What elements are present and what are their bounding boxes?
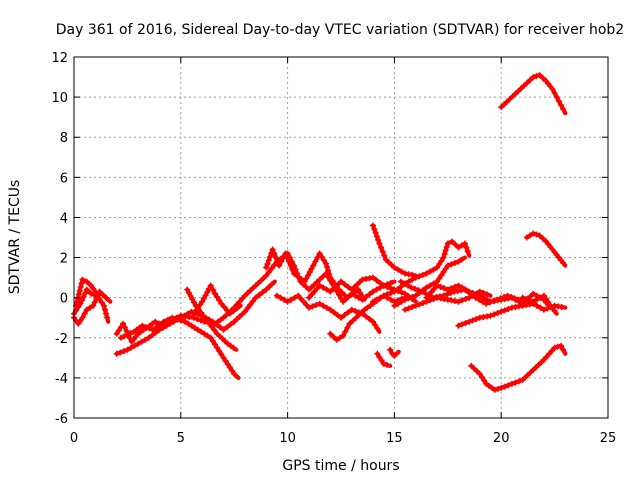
- x-tick-label: 5: [177, 431, 185, 446]
- series-track: [264, 247, 367, 302]
- series-sat-s: [455, 300, 568, 329]
- series-markers: [498, 72, 567, 113]
- series-track: [388, 347, 401, 358]
- series-sat-v: [374, 350, 393, 368]
- series-sat-n: [370, 238, 472, 305]
- y-tick-label: -4: [55, 372, 68, 387]
- series-markers: [402, 288, 490, 313]
- series-sat-a: [71, 286, 111, 324]
- series-markers: [519, 292, 558, 314]
- series-sat-r: [423, 282, 553, 310]
- series-sat-w: [468, 342, 568, 393]
- y-tick-label: -6: [55, 412, 68, 427]
- y-axis-label: SDTVAR / TECUs: [7, 180, 23, 295]
- y-tick-label: -2: [55, 332, 68, 347]
- series-sat-e: [113, 279, 277, 357]
- series-markers: [423, 282, 552, 308]
- series-sat-o: [391, 255, 467, 309]
- series-sat-x: [523, 230, 568, 268]
- series-markers: [387, 346, 398, 359]
- series-sat-c: [73, 276, 98, 309]
- y-tick-label: 8: [60, 131, 68, 146]
- series-markers: [370, 238, 471, 305]
- chart-title: Day 361 of 2016, Sidereal Day-to-day VTE…: [56, 22, 624, 38]
- series-sat-m: [370, 222, 418, 278]
- x-tick-label: 25: [600, 431, 617, 446]
- x-tick-label: 0: [70, 431, 78, 446]
- series-sat-h: [184, 286, 239, 352]
- series-sat-y: [498, 72, 568, 116]
- series-sat-u: [387, 346, 401, 359]
- series-markers: [73, 276, 97, 309]
- series-markers: [184, 286, 237, 351]
- series-track: [499, 72, 568, 116]
- x-tick-label: 15: [386, 431, 403, 446]
- series-markers: [370, 222, 416, 278]
- series-markers: [523, 230, 567, 266]
- y-tick-label: 6: [60, 171, 68, 186]
- y-tick-label: 12: [51, 51, 68, 66]
- y-tick-label: 2: [60, 252, 68, 267]
- series-markers: [118, 314, 238, 377]
- data-series: [71, 72, 568, 393]
- x-axis-ticks: 0 5 10 15 20 25: [70, 57, 616, 446]
- plot-frame: [73, 56, 609, 419]
- x-tick-label: 20: [493, 431, 510, 446]
- x-tick-label: 10: [279, 431, 296, 446]
- series-sat-i: [263, 246, 367, 302]
- y-tick-label: 0: [60, 292, 68, 307]
- series-sat-j: [273, 292, 382, 334]
- series-markers: [374, 350, 390, 368]
- series-sat-t: [519, 292, 559, 316]
- series-markers: [263, 246, 366, 301]
- y-axis-ticks: -6 -4 -2 0 2 4 6 8 10 12: [51, 51, 608, 427]
- y-tick-label: 10: [51, 91, 68, 106]
- series-markers: [468, 342, 567, 393]
- y-tick-label: 4: [60, 211, 68, 226]
- series-sat-f: [118, 314, 241, 380]
- x-axis-label: GPS time / hours: [282, 458, 399, 474]
- series-markers: [306, 274, 416, 302]
